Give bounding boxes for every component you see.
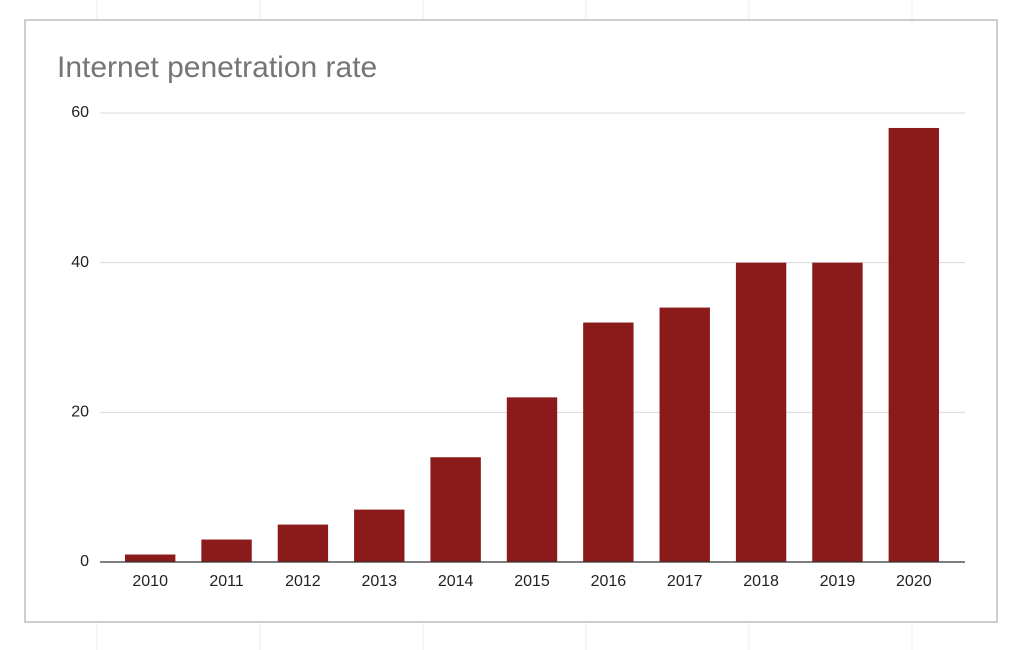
x-tick-label: 2014 bbox=[438, 573, 474, 590]
bar bbox=[124, 554, 176, 562]
bar bbox=[812, 262, 863, 562]
bar bbox=[277, 524, 329, 562]
chart-title: Internet penetration rate bbox=[57, 51, 377, 84]
bar bbox=[506, 397, 558, 562]
x-tick-label: 2015 bbox=[514, 573, 550, 590]
bar bbox=[583, 322, 634, 562]
x-tick-label: 2019 bbox=[820, 573, 856, 590]
bar bbox=[888, 127, 940, 562]
y-tick-label: 0 bbox=[80, 553, 89, 570]
x-tick-label: 2017 bbox=[667, 573, 703, 590]
bar bbox=[659, 307, 710, 562]
bar bbox=[735, 262, 787, 562]
x-tick-label: 2016 bbox=[591, 573, 627, 590]
bar bbox=[430, 457, 481, 562]
x-tick-label: 2020 bbox=[896, 573, 932, 590]
x-tick-label: 2013 bbox=[361, 573, 397, 590]
bar bbox=[354, 509, 405, 562]
x-tick-label: 2010 bbox=[132, 573, 168, 590]
y-tick-label: 40 bbox=[71, 254, 89, 271]
x-tick-label: 2018 bbox=[743, 573, 779, 590]
x-tick-label: 2011 bbox=[209, 573, 244, 590]
x-tick-label: 2012 bbox=[285, 573, 321, 590]
bar bbox=[201, 539, 252, 562]
y-tick-label: 60 bbox=[71, 104, 89, 121]
y-tick-label: 20 bbox=[71, 404, 89, 421]
